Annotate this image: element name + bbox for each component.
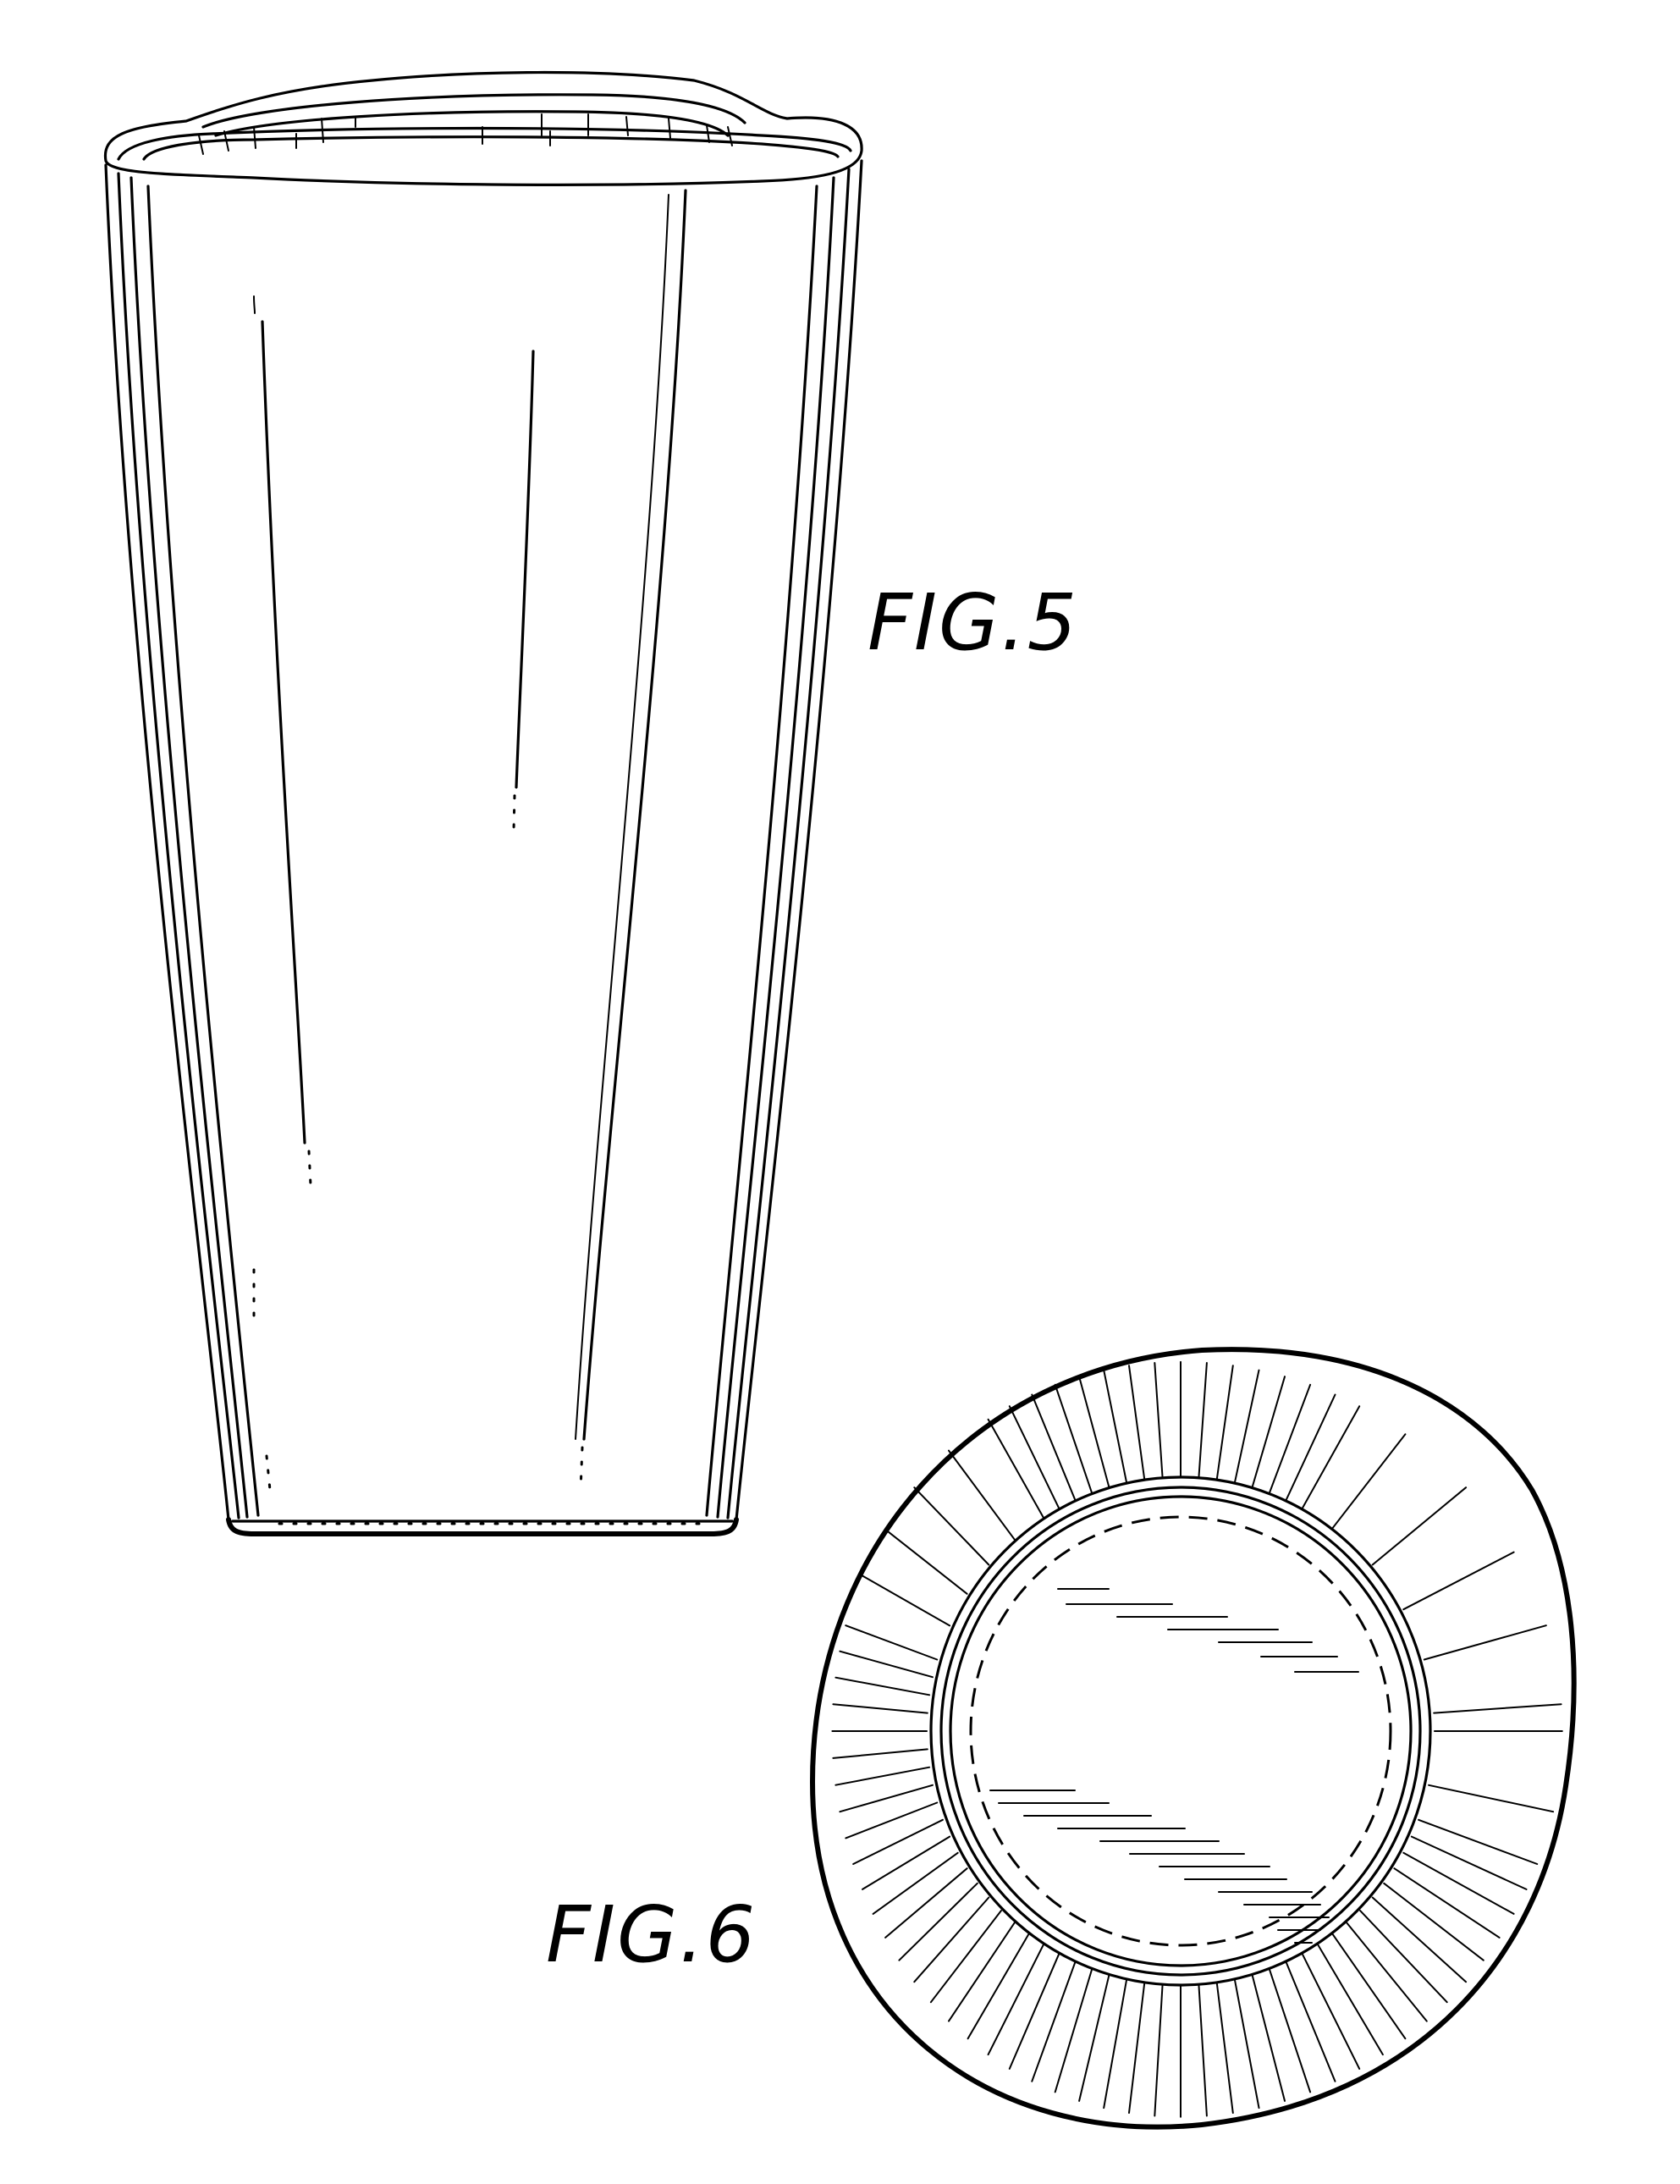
flange-rib-line (1403, 1553, 1513, 1610)
flange-rib-line (1270, 1969, 1310, 2092)
flange-rib-line (1154, 1984, 1162, 2115)
flange-rib-line (1010, 1954, 1059, 2069)
flange-rib-line (862, 1837, 950, 1889)
flange-rib-line (1434, 1704, 1561, 1712)
flange-rib-line (1424, 1625, 1546, 1659)
flange-rib-line (1418, 1820, 1537, 1864)
flange-rib-line (1253, 1975, 1286, 2101)
flange-rib-line (833, 1704, 927, 1712)
flange-rib-line (1129, 1983, 1144, 2113)
flange-rib-line (1217, 1983, 1233, 2113)
flange-rib-line (1286, 1395, 1336, 1501)
flange-rib-line (1032, 1962, 1075, 2082)
flange-rib-line (1429, 1785, 1553, 1812)
plan-outer-flange (812, 1349, 1574, 2127)
flange-rib-line (835, 1678, 929, 1696)
flange-rib-line (1235, 1371, 1259, 1483)
flange-rib-line (1373, 1487, 1466, 1564)
flange-rib-line (862, 1576, 950, 1626)
flange-rib-line (968, 1934, 1029, 2038)
flange-rib-line (840, 1652, 933, 1678)
flange-rib-line (1198, 1363, 1207, 1478)
flange-rib-line (1303, 1406, 1359, 1508)
flange-rib-line (1412, 1837, 1527, 1889)
flange-rib-line (1270, 1385, 1310, 1493)
flange-rib-line (1104, 1979, 1126, 2108)
flange-rib-line (846, 1625, 937, 1659)
flange-rib-line (1318, 1944, 1383, 2054)
flange-rib-line (1154, 1363, 1162, 1478)
flange-rib-line (1032, 1395, 1075, 1501)
flange-rib-line (1217, 1365, 1233, 1480)
flange-rib-line (1253, 1376, 1286, 1487)
plan-shading-lines (990, 1589, 1358, 1943)
flange-rib-line (949, 1451, 1015, 1540)
flange-rib-line (885, 1530, 967, 1594)
flange-rib-line (1333, 1434, 1406, 1528)
flange-rib-line (899, 1883, 977, 1961)
flange-rib-line (1286, 1962, 1336, 2082)
flange-rib-line (1104, 1371, 1126, 1483)
flange-rib-line (1198, 1984, 1207, 2115)
flange-rib-line (835, 1768, 929, 1785)
flange-rib-line (989, 1944, 1044, 2054)
flange-rib-line (949, 1923, 1015, 2021)
flange-rib-line (914, 1898, 989, 1983)
flange-rib-line (1010, 1406, 1059, 1508)
flange-rib-line (885, 1868, 967, 1938)
flange-rib-line (840, 1785, 933, 1812)
flange-rib-line (1403, 1853, 1513, 1914)
flange-rib-line (1303, 1954, 1359, 2069)
flange-rib-line (1129, 1365, 1144, 1480)
flange-rib-line (873, 1853, 958, 1914)
flange-rib-line (833, 1749, 927, 1758)
fig6-label: FIG.6 (546, 1896, 757, 1974)
flange-rib-line (853, 1820, 943, 1864)
flange-rib-line (1235, 1979, 1259, 2108)
flange-rib-line (989, 1420, 1044, 1518)
flange-rib-line (1079, 1975, 1109, 2101)
plan-inner-rings (931, 1477, 1430, 1985)
flange-rib-line (914, 1487, 989, 1564)
flange-rib-line (846, 1803, 937, 1839)
